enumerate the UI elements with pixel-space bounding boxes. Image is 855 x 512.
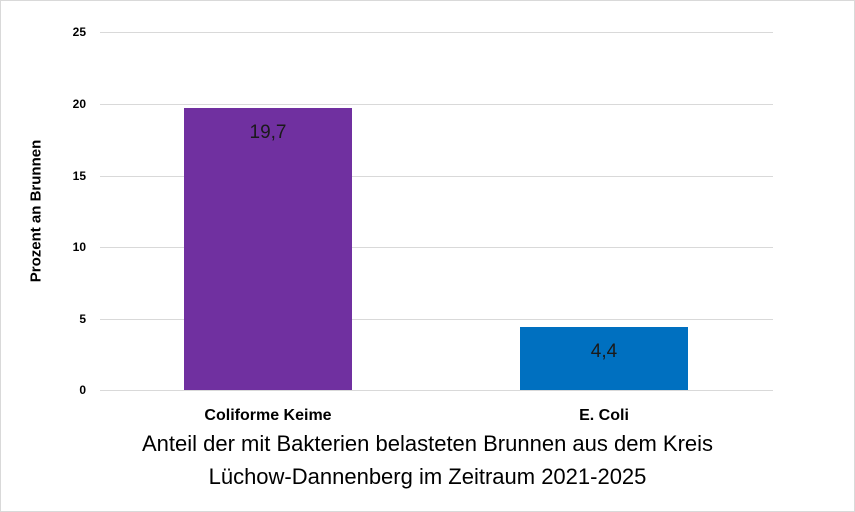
chart-title-line-2: Lüchow-Dannenberg im Zeitraum 2021-2025 (208, 464, 647, 489)
gridline-20 (100, 104, 773, 105)
gridline-0 (100, 390, 773, 391)
y-tick: 20 (72, 97, 86, 111)
data-label: 19,7 (249, 122, 287, 143)
gridline-5 (100, 319, 773, 320)
gridline-15 (100, 176, 773, 177)
x-category-label: E. Coli (579, 407, 629, 424)
gridline-10 (100, 247, 773, 248)
chart-title-line-1: Anteil der mit Bakterien belasteten Brun… (141, 431, 714, 456)
bar-coliforme-keime: 19,7 (184, 108, 352, 390)
y-axis-label: Prozent an Brunnen (27, 139, 45, 283)
bar-e-coli: 4,4 (520, 327, 688, 390)
data-label: 4,4 (590, 341, 618, 362)
y-tick: 5 (79, 312, 86, 326)
y-tick: 10 (72, 240, 86, 254)
y-tick: 15 (72, 169, 86, 183)
y-tick: 25 (72, 25, 86, 39)
y-tick: 0 (79, 383, 86, 397)
x-category-label: Coliforme Keime (204, 407, 332, 424)
gridline-25 (100, 32, 773, 33)
